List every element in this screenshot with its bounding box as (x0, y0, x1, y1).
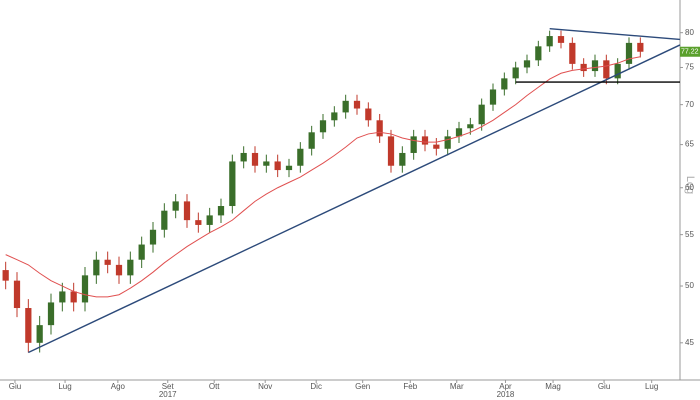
y-tick-label: 75 (685, 63, 694, 72)
candle-body (149, 229, 157, 245)
candle-body (535, 46, 542, 61)
x-tick-label: Mar (450, 382, 464, 391)
candle-body (331, 112, 338, 121)
candle-body (195, 220, 202, 225)
candle-body (2, 270, 9, 281)
trendline (549, 27, 681, 41)
candle-body (444, 136, 451, 149)
candle-body (421, 136, 429, 145)
y-tick-label: 50 (685, 281, 694, 290)
x-tick-label: Set (162, 382, 175, 391)
candle-body (172, 201, 179, 211)
candle-body (467, 124, 474, 129)
candle-body (557, 36, 565, 43)
candle-body (489, 89, 497, 105)
candle-body (399, 152, 406, 166)
candle-body (387, 136, 395, 166)
candle-body (319, 120, 327, 133)
candle-body (546, 36, 553, 47)
x-tick-label: Feb (403, 382, 417, 391)
candle-body (353, 100, 361, 109)
candle-body (36, 325, 43, 343)
candle-body (161, 210, 168, 230)
candle-body (580, 63, 587, 72)
x-tick-label: Dic (310, 382, 322, 391)
candle-body (274, 161, 281, 171)
candle-body (614, 63, 621, 79)
candle-body (297, 148, 304, 166)
candle-body (13, 280, 21, 309)
y-tick-label: 80 (685, 28, 694, 37)
candle-body (240, 152, 247, 162)
candle-body (308, 132, 315, 149)
candle-body (410, 136, 417, 153)
candle-body (569, 42, 576, 64)
x-tick-label: Lug (645, 382, 658, 391)
candle-body (501, 78, 508, 90)
y-tick-label: 55 (685, 230, 694, 239)
candle-body (603, 60, 610, 79)
candle-body (512, 67, 519, 79)
y-tick-label: 45 (685, 338, 694, 347)
x-tick-label: Lug (58, 382, 71, 391)
y-tick-label: 60 (685, 183, 694, 192)
candle-body (455, 128, 463, 137)
candle-body (376, 120, 383, 137)
candle-body (206, 215, 213, 225)
x-tick-label: Mag (545, 382, 561, 391)
x-tick-label: Apr (499, 382, 512, 391)
axis-label: Log (684, 176, 696, 194)
candle-body (47, 302, 55, 326)
x-tick-label: Ott (209, 382, 220, 391)
candle-body (625, 42, 633, 64)
candle-body (81, 275, 89, 303)
candle-body (59, 291, 66, 303)
candle-body (229, 161, 236, 207)
moving-average (5, 56, 641, 298)
x-tick-label: Nov (258, 382, 272, 391)
candle-body (591, 60, 599, 72)
candle-body (70, 291, 77, 303)
x-tick-label: Gen (355, 382, 370, 391)
candle-body (115, 264, 123, 276)
candle-body (25, 308, 32, 343)
x-tick-label: Ago (111, 382, 126, 391)
year-label: 2018 (497, 390, 515, 399)
candle-body (104, 259, 111, 265)
x-tick-label: Giu (598, 382, 610, 391)
candle-body (285, 165, 293, 171)
y-tick-label: 70 (685, 100, 694, 109)
candle-body (251, 152, 259, 166)
y-tick-label: 65 (685, 140, 694, 149)
candle-body (127, 259, 134, 276)
candle-body (365, 108, 372, 121)
candle-body (637, 42, 644, 52)
candle-body (342, 100, 349, 113)
trendline (28, 44, 681, 354)
candle-body (523, 60, 531, 68)
candle-body (183, 201, 191, 221)
candle-body (217, 206, 225, 216)
x-tick-label: Giu (9, 382, 21, 391)
last-price-box (680, 46, 700, 57)
candle-body (138, 244, 145, 260)
candle-body (93, 259, 100, 276)
candle-body (263, 161, 270, 166)
last-price-label: 77.22 (681, 49, 699, 56)
year-label: 2017 (159, 390, 177, 399)
candle-body (433, 144, 440, 149)
candle-body (478, 104, 485, 125)
